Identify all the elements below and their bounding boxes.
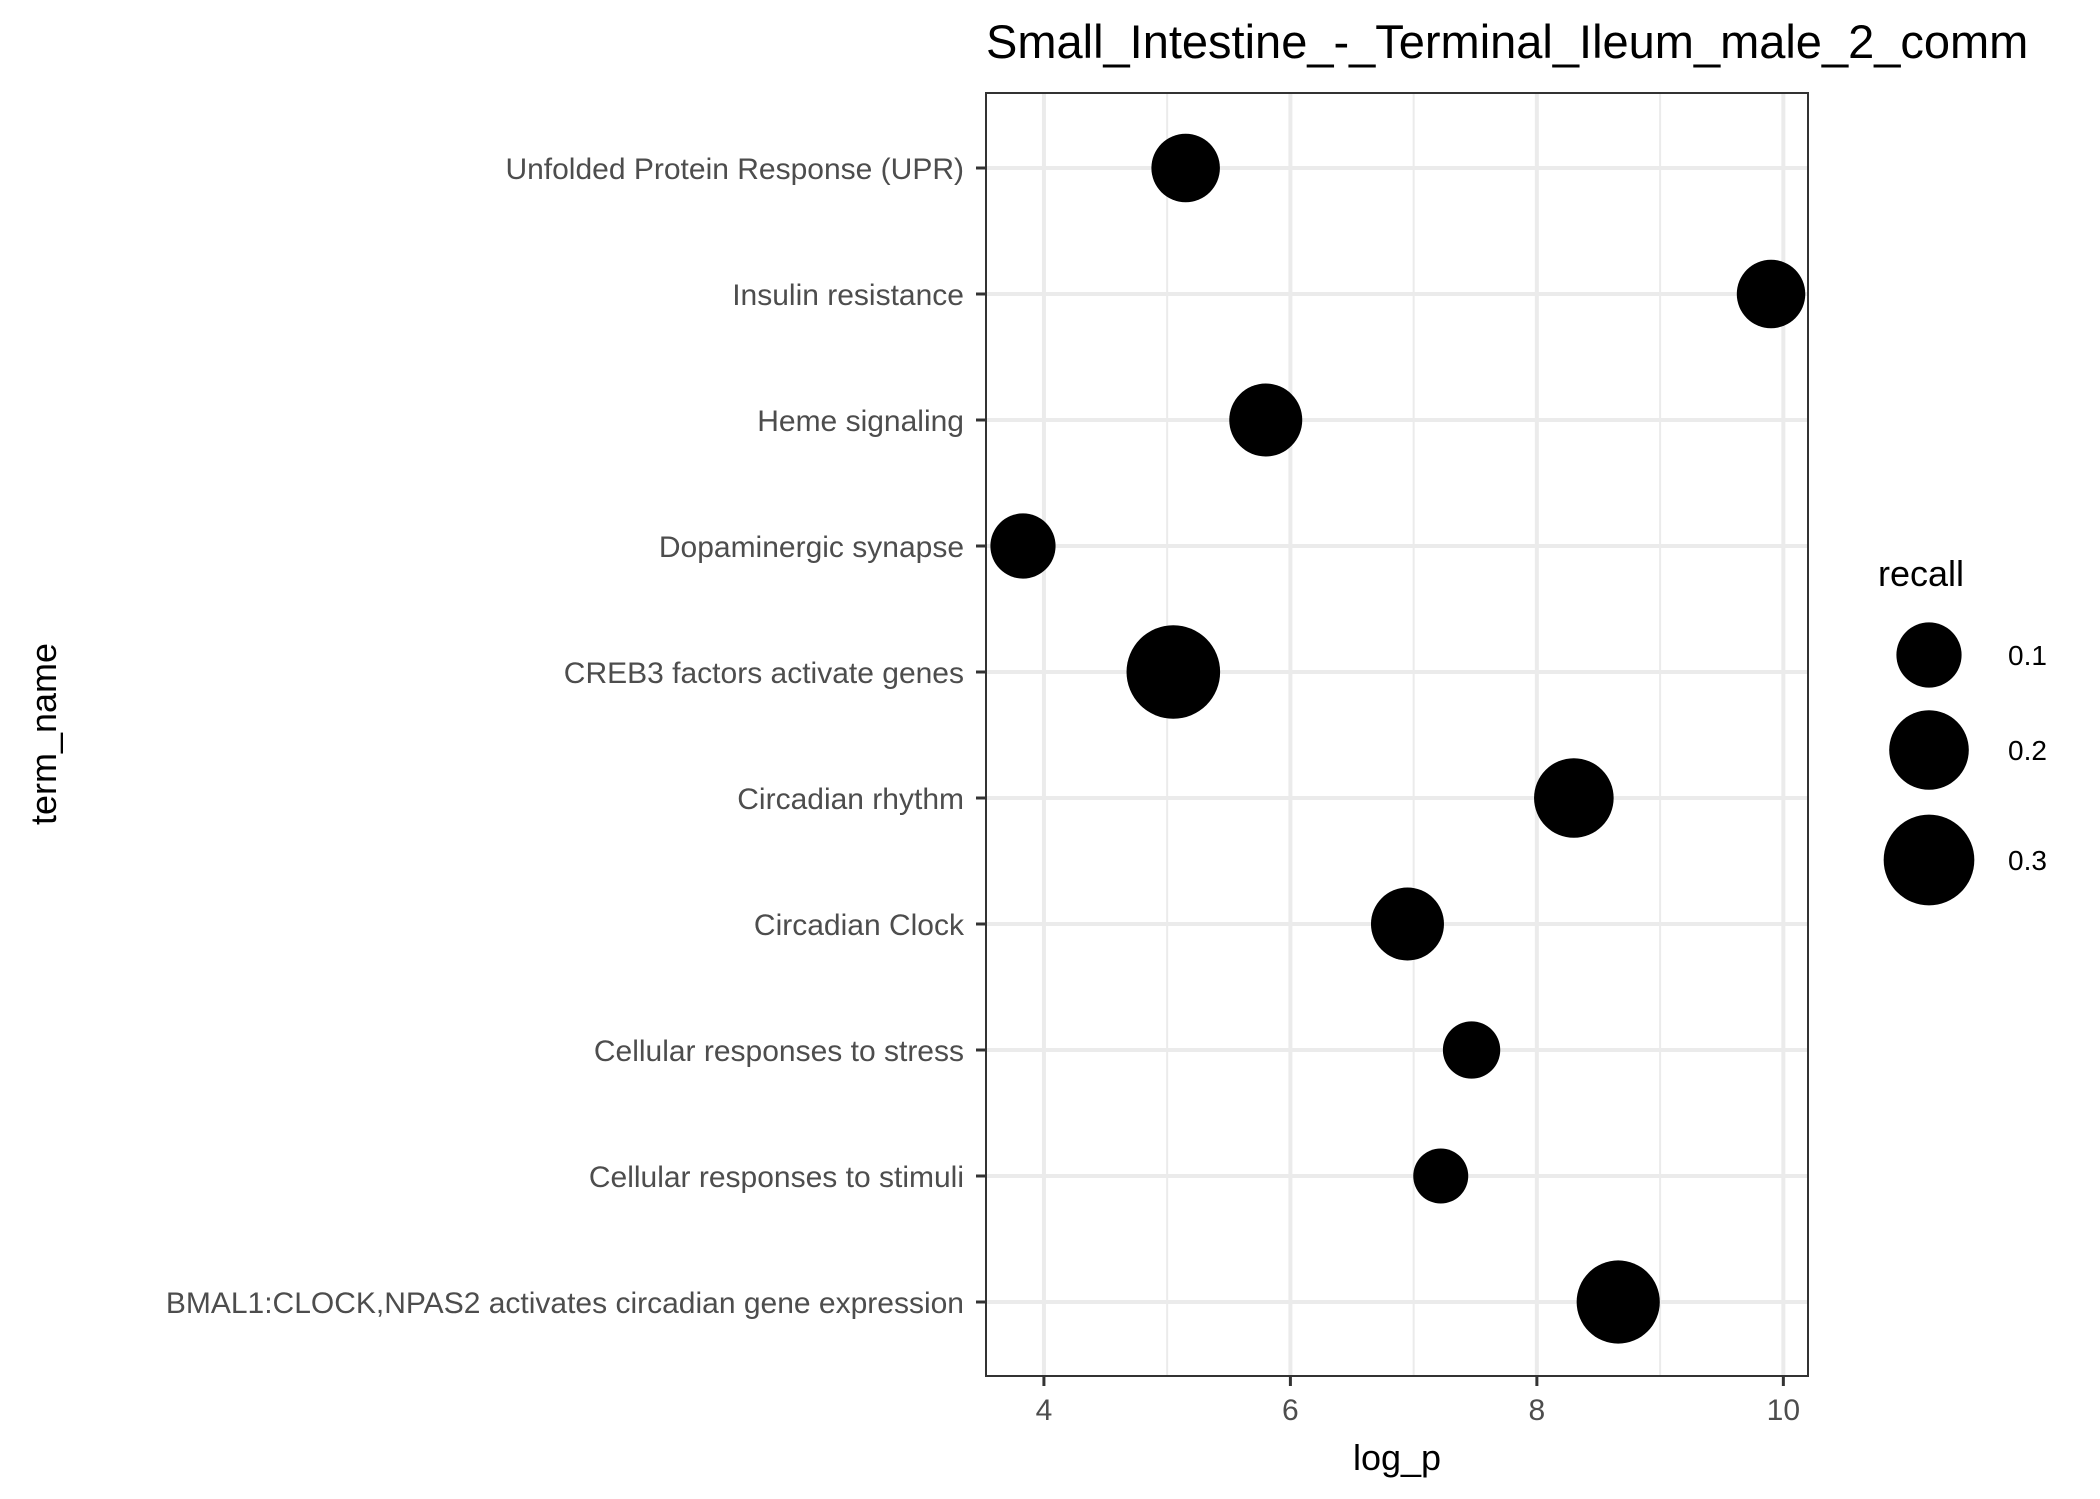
legend-label: 0.3 [2008, 845, 2047, 876]
data-point [1370, 887, 1444, 961]
legend-label: 0.2 [2008, 735, 2047, 766]
legend-key [1889, 710, 1969, 790]
x-tick-label: 6 [1282, 1394, 1299, 1427]
data-point [1413, 1148, 1469, 1204]
chart-title: Small_Intestine_-_Terminal_Ileum_male_2_… [986, 15, 2028, 68]
y-tick-label: Unfolded Protein Response (UPR) [505, 153, 964, 186]
y-tick-label: CREB3 factors activate genes [564, 657, 964, 690]
legend-label: 0.1 [2008, 640, 2047, 671]
y-tick-label: Insulin resistance [732, 279, 964, 312]
legend: recall 0.1 0.2 0.3 [1878, 553, 2047, 906]
axes: 4 6 8 10 Unfolded Protein Response (UPR) Insu… [166, 153, 1800, 1427]
y-tick-label: Dopaminergic synapse [659, 531, 964, 564]
y-tick-label: Cellular responses to stress [594, 1035, 964, 1068]
y-tick-label: Circadian rhythm [737, 783, 964, 816]
y-tick-label: Heme signaling [757, 405, 964, 438]
x-tick-label: 8 [1529, 1394, 1546, 1427]
data-point [1442, 1021, 1501, 1079]
y-tick-label: Circadian Clock [754, 909, 965, 942]
y-axis-title: term_name [23, 643, 64, 825]
data-point [1151, 133, 1220, 203]
x-tick-label: 4 [1036, 1394, 1053, 1427]
plot-panel-border [985, 92, 1809, 1377]
data-point [1576, 1260, 1660, 1344]
y-tick-label: BMAL1:CLOCK,NPAS2 activates circadian ge… [166, 1287, 964, 1320]
data-point [1736, 259, 1806, 329]
y-tick-label: Cellular responses to stimuli [589, 1161, 964, 1194]
legend-key [1883, 814, 1975, 906]
data-point [1126, 625, 1221, 719]
data-point [1534, 758, 1614, 838]
legend-title: recall [1878, 553, 1964, 594]
data-points [990, 133, 1806, 1344]
legend-key [1896, 622, 1962, 688]
plot-panel-background [986, 93, 1808, 1376]
x-tick-label: 10 [1767, 1394, 1800, 1427]
x-axis-title: log_p [1353, 1437, 1441, 1478]
data-point [990, 513, 1056, 579]
data-point [1229, 383, 1303, 457]
